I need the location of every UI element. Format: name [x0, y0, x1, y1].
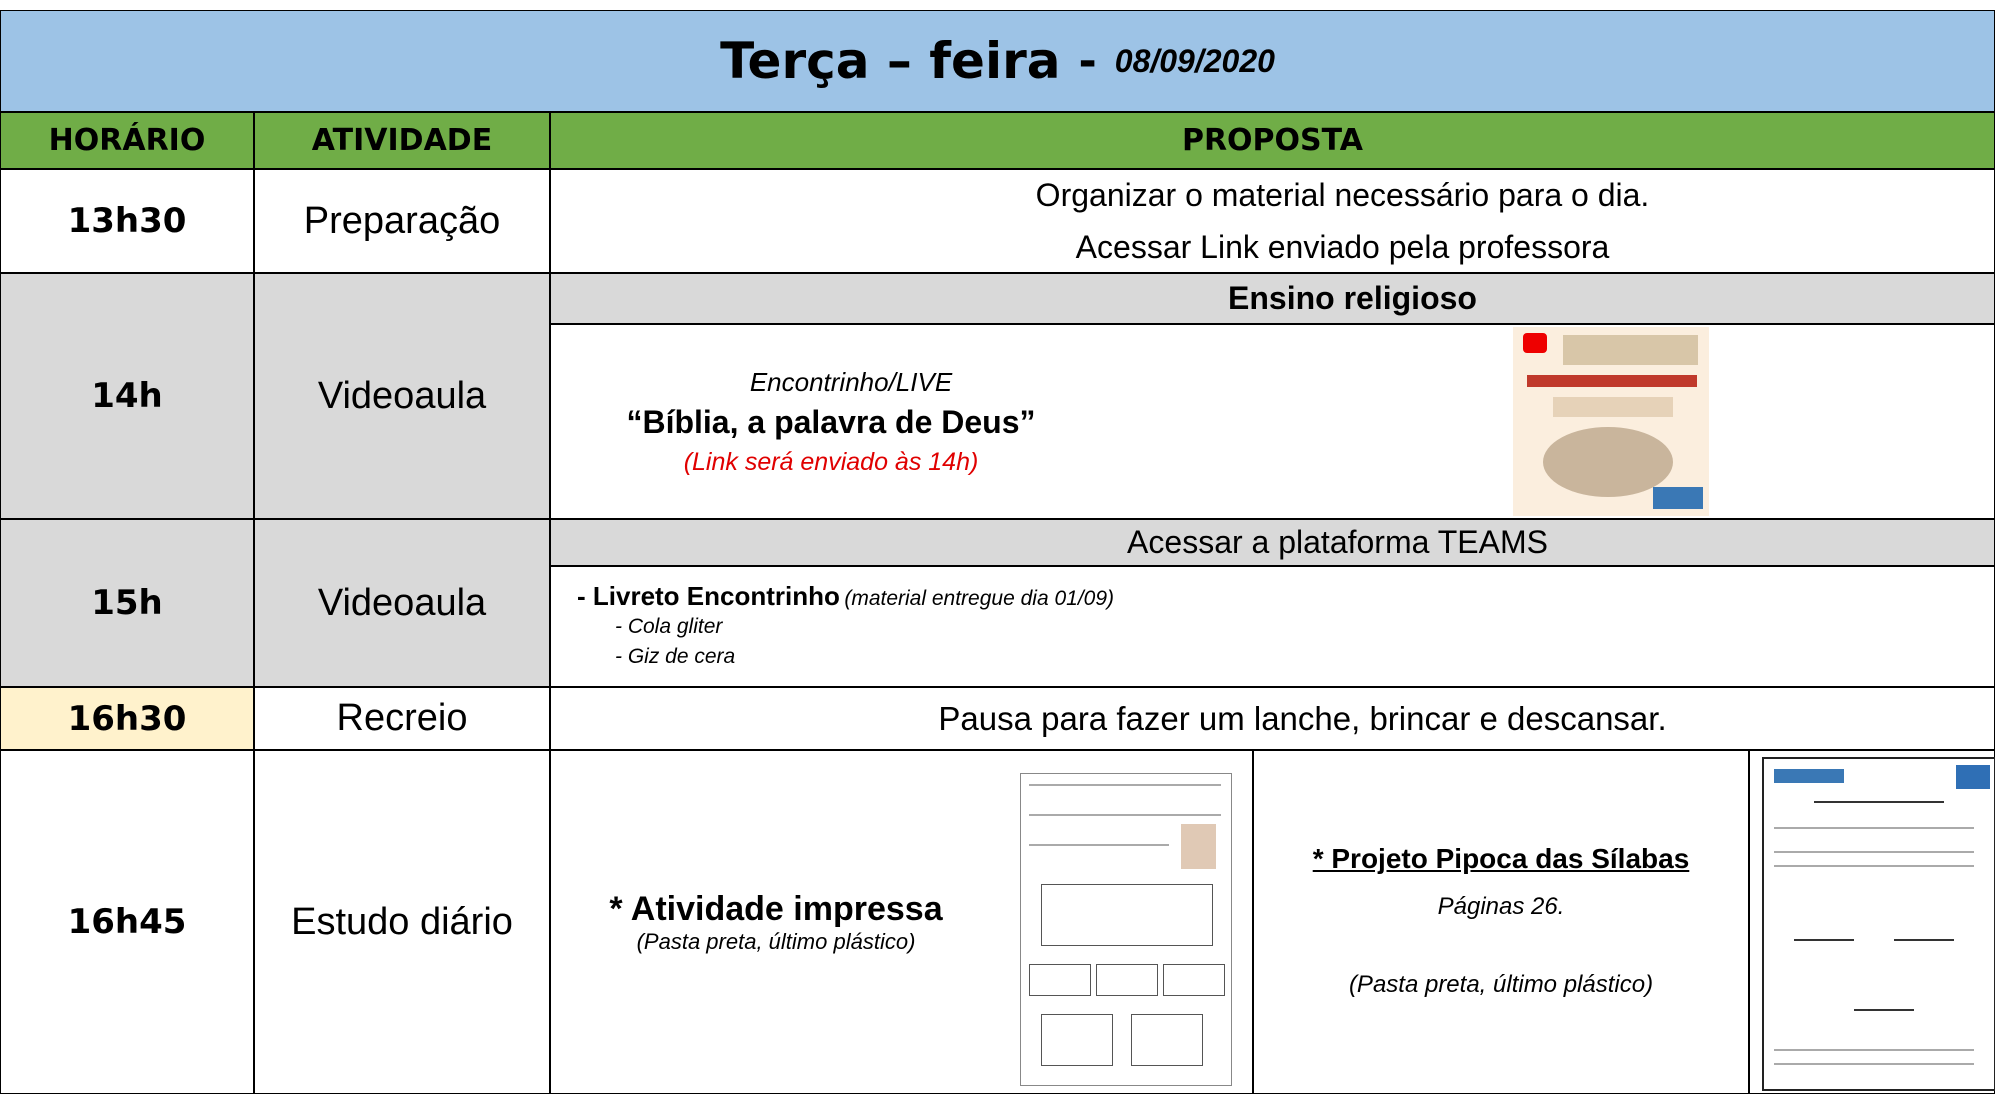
time: 13h30 [0, 169, 254, 273]
poster-image [1513, 327, 1709, 516]
proposal: - Livreto Encontrinho (material entregue… [550, 566, 1995, 687]
worksheet-image [1020, 773, 1232, 1086]
text: (Pasta preta, último plástico) [636, 928, 916, 954]
activity: Videoaula [254, 519, 550, 687]
proposal: Encontrinho/LIVE “Bíblia, a palavra de D… [550, 324, 1995, 519]
line: - Livreto Encontrinho (material entregue… [577, 581, 1114, 612]
live-block: Encontrinho/LIVE “Bíblia, a palavra de D… [551, 362, 1111, 482]
text: * Projeto Pipoca das Sílabas [1312, 843, 1690, 874]
col-header: ATIVIDADE [254, 112, 550, 169]
col-header: PROPOSTA [550, 112, 1995, 169]
title: Terça – feira [720, 32, 1061, 90]
text: (material entregue dia 01/09) [844, 587, 1115, 610]
text: - Giz de cera [615, 645, 736, 668]
task-block: * Atividade impressa (Pasta preta, últim… [551, 890, 1001, 955]
subject: Ensino religioso [550, 273, 1995, 324]
text: (Pasta preta, último plástico) [1348, 971, 1654, 998]
col-header: HORÁRIO [0, 112, 254, 169]
activity: Estudo diário [254, 750, 550, 1094]
text: “Bíblia, a palavra de Deus” [626, 403, 1036, 440]
proposal: Organizar o material necessário para o d… [550, 169, 1995, 273]
title-bar: Terça – feira - 08/09/2020 [0, 10, 1995, 112]
text: * Atividade impressa [609, 889, 943, 928]
subject: Acessar a plataforma TEAMS [550, 519, 1995, 566]
time: 16h30 [0, 687, 254, 750]
proposal: Pausa para fazer um lanche, brincar e de… [550, 687, 1995, 750]
task-cell: * Atividade impressa (Pasta preta, últim… [550, 750, 1253, 1094]
separator: - [1078, 35, 1097, 87]
time: 15h [0, 519, 254, 687]
text: - Livreto Encontrinho [577, 581, 840, 611]
text: - Cola gliter [615, 615, 723, 638]
date: 08/09/2020 [1114, 42, 1275, 79]
text: Páginas 26. [1437, 893, 1565, 920]
activity: Preparação [254, 169, 550, 273]
activity: Recreio [254, 687, 550, 750]
text: Encontrinho/LIVE [749, 366, 953, 397]
activity: Videoaula [254, 273, 550, 519]
text: Organizar o material necessário para o d… [1035, 177, 1650, 213]
text: Acessar Link enviado pela professora [1075, 229, 1610, 265]
book-page-image [1762, 757, 1995, 1091]
text: (Link será enviado às 14h) [683, 447, 979, 476]
task-cell: * Projeto Pipoca das Sílabas Páginas 26.… [1253, 750, 1749, 1094]
time: 14h [0, 273, 254, 519]
time: 16h45 [0, 750, 254, 1094]
